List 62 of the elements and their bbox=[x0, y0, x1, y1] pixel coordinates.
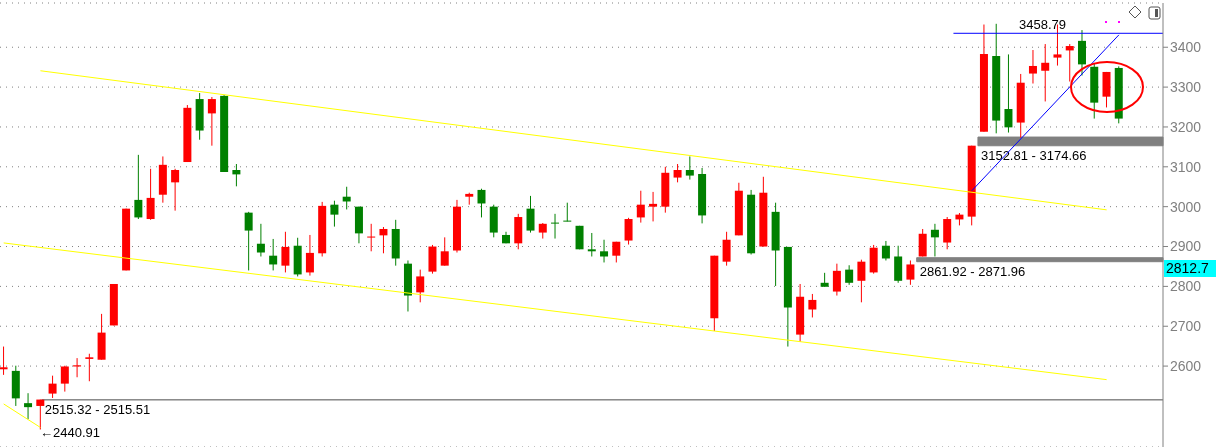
candlestick bbox=[367, 223, 376, 252]
y-tick-label: 3200 bbox=[1170, 118, 1202, 135]
candlestick bbox=[906, 259, 915, 286]
candlestick bbox=[85, 353, 94, 382]
y-tick-label: 3000 bbox=[1170, 198, 1202, 215]
y-tick-label: 2700 bbox=[1170, 318, 1202, 335]
candlestick bbox=[943, 216, 952, 250]
candlestick bbox=[1004, 53, 1013, 134]
candlestick bbox=[526, 195, 535, 234]
text: 2812.7 bbox=[1166, 260, 1210, 276]
candlestick bbox=[48, 375, 57, 399]
y-tick-label: 2900 bbox=[1170, 238, 1202, 255]
candlestick bbox=[624, 217, 633, 246]
candlestick bbox=[256, 223, 265, 257]
y-tick-label: 3400 bbox=[1170, 39, 1202, 56]
candlestick bbox=[281, 231, 290, 273]
candlestick bbox=[636, 190, 645, 224]
band-label: 2515.32 - 2515.51 bbox=[44, 401, 151, 417]
candlestick bbox=[1028, 49, 1037, 85]
y-tick-label: 2800 bbox=[1170, 278, 1202, 295]
candlestick bbox=[269, 238, 278, 271]
candlestick bbox=[207, 96, 216, 147]
candlestick bbox=[60, 365, 69, 393]
candlestick bbox=[918, 228, 927, 257]
y-tick-label: 3100 bbox=[1170, 158, 1202, 175]
candlestick bbox=[845, 264, 854, 286]
candlestick bbox=[1065, 43, 1074, 83]
candlestick bbox=[134, 154, 143, 220]
candlestick bbox=[232, 163, 241, 187]
y-tick-label: 2600 bbox=[1170, 358, 1202, 375]
candlestick bbox=[24, 392, 33, 420]
candlestick bbox=[808, 293, 817, 318]
annotation: ←2440.91 bbox=[40, 425, 100, 440]
candlestick bbox=[244, 211, 253, 271]
candlestick bbox=[305, 234, 314, 277]
candlestick bbox=[587, 232, 596, 257]
candlestick bbox=[477, 188, 486, 218]
annotation: 3458.79 bbox=[1019, 17, 1066, 32]
candlestick bbox=[1041, 43, 1050, 102]
y-tick-label: 3300 bbox=[1170, 79, 1202, 96]
candlestick bbox=[330, 200, 339, 228]
candlestick bbox=[1077, 29, 1086, 77]
candlestick bbox=[146, 168, 155, 221]
candlestick bbox=[649, 191, 658, 222]
band-label: 3152.81 - 3174.66 bbox=[980, 147, 1087, 163]
candlestick bbox=[379, 226, 388, 254]
candlestick bbox=[0, 346, 8, 376]
candlestick bbox=[440, 236, 449, 267]
candlestick bbox=[416, 269, 425, 303]
candlestick bbox=[551, 213, 560, 240]
candlestick bbox=[881, 240, 890, 261]
candlestick bbox=[832, 263, 841, 297]
candlestick bbox=[171, 168, 180, 212]
candlestick bbox=[722, 231, 731, 267]
candlestick bbox=[600, 239, 609, 263]
candlestick bbox=[857, 259, 866, 303]
candlestick bbox=[685, 155, 694, 181]
candlestick bbox=[36, 399, 45, 430]
candlestick bbox=[563, 202, 572, 222]
candlestick bbox=[930, 223, 939, 257]
candlestick bbox=[673, 163, 682, 183]
band-label: 2861.92 - 2871.96 bbox=[919, 263, 1026, 279]
